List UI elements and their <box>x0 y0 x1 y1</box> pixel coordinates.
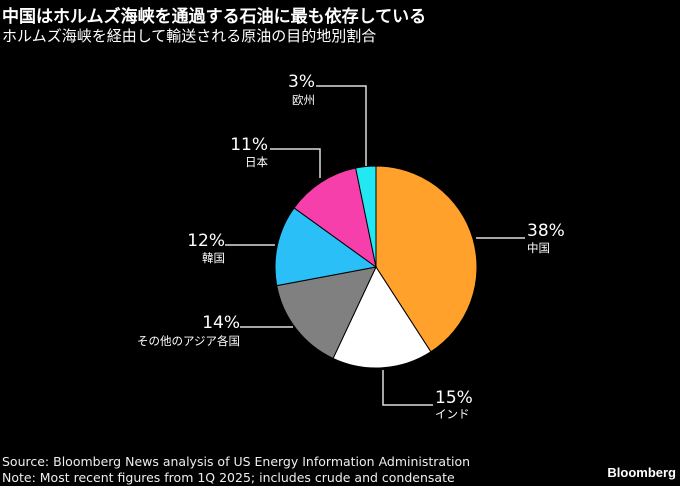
value-label-2: 14% <box>202 313 240 333</box>
bloomberg-logo: Bloomberg <box>607 465 676 480</box>
source-note: Source: Bloomberg News analysis of US En… <box>2 454 471 469</box>
pie-slice-1 <box>332 265 432 369</box>
pie-slice-2 <box>276 266 377 360</box>
value-label-5: 3% <box>288 72 315 92</box>
chart-title: 中国はホルムズ海峡を通過する石油に最も依存している <box>2 7 427 27</box>
value-label-1: 15% <box>435 388 473 408</box>
category-label-0: 中国 <box>527 241 550 255</box>
leader-line-1 <box>382 370 433 406</box>
footnote: Note: Most recent figures from 1Q 2025; … <box>2 470 455 485</box>
value-label-0: 38% <box>527 221 565 241</box>
pie-slice-3 <box>274 207 378 287</box>
value-label-3: 12% <box>187 231 225 251</box>
chart-subtitle: ホルムズ海峡を経由して輸送される原油の目的地別割合 <box>2 27 377 45</box>
category-label-3: 韓国 <box>202 251 225 265</box>
category-label-4: 日本 <box>245 155 268 169</box>
category-label-2: その他のアジア各国 <box>137 334 240 348</box>
pie-slice-4 <box>293 167 377 269</box>
category-label-5: 欧州 <box>292 93 315 107</box>
value-label-4: 11% <box>230 135 268 155</box>
leader-line-4 <box>270 148 321 178</box>
leader-line-5 <box>316 85 367 166</box>
pie-slice-5 <box>355 165 377 268</box>
category-label-1: インド <box>435 407 470 421</box>
